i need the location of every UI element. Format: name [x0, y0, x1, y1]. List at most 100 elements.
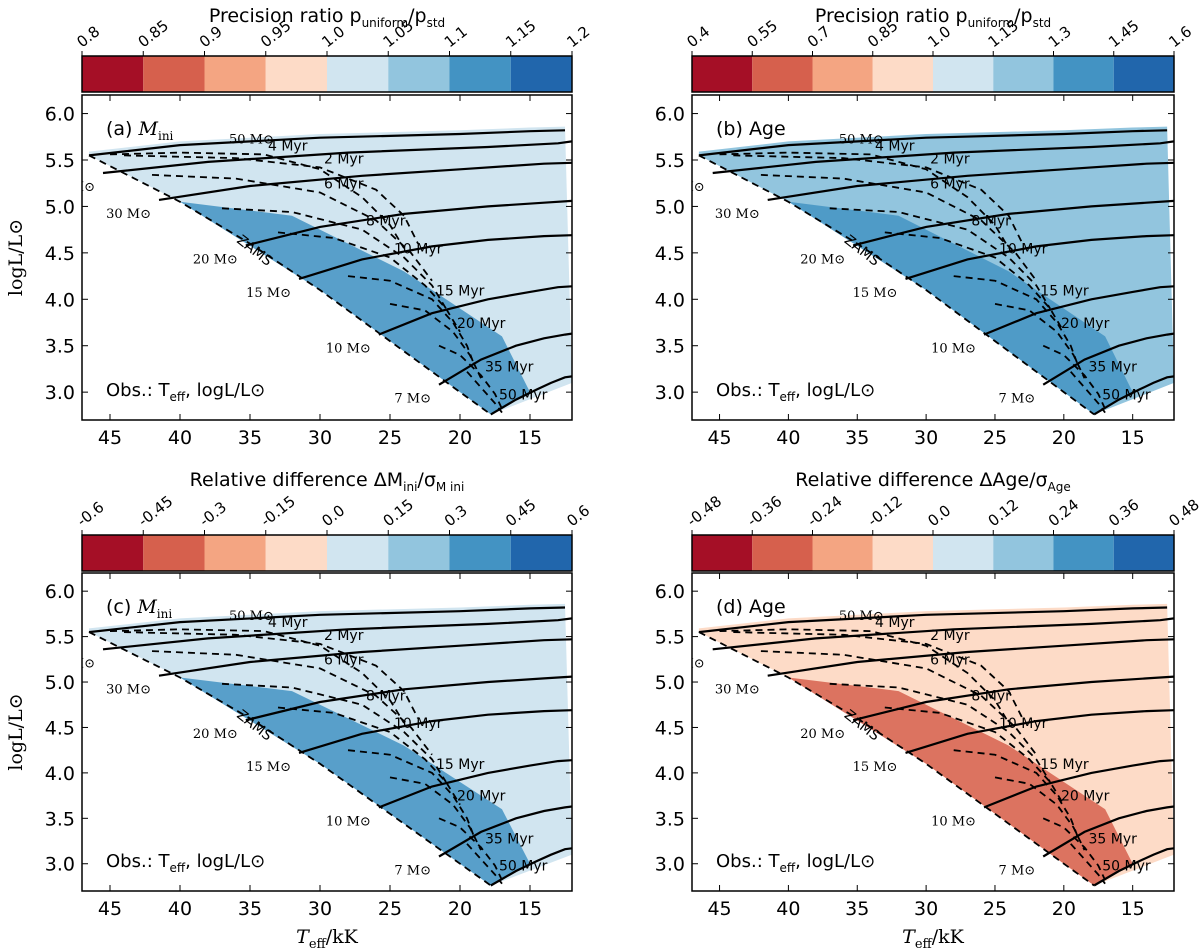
isochrone — [884, 231, 1065, 333]
x-tick-label: 40 — [168, 898, 192, 920]
colorbar-swatch — [692, 535, 753, 571]
x-tick-label: 25 — [378, 898, 402, 920]
y-tick-label: 4.5 — [655, 243, 685, 265]
isochrone-label: 15 Myr — [436, 757, 485, 773]
mass-track-label: 40 M⊙ — [660, 180, 705, 195]
y-tick-label: 5.0 — [655, 196, 685, 218]
mass-track — [698, 129, 1168, 157]
isochrone-label: 4 Myr — [875, 615, 915, 631]
isochrone-label: 20 Myr — [1061, 789, 1110, 805]
y-axis-label: logL/L⊙ — [5, 219, 27, 296]
isochrone-label: 15 Myr — [436, 283, 485, 299]
y-tick-label: 4.0 — [45, 289, 75, 311]
mass-track — [1093, 375, 1174, 416]
colorbar-title: Precision ratio puniform/pstd — [815, 5, 1051, 30]
mass-track — [1093, 847, 1174, 887]
colorbar-tick-label: -0.36 — [744, 492, 786, 530]
x-tick-label: 20 — [1052, 898, 1076, 920]
isochrone — [347, 749, 475, 837]
colorbar-tick-label: -0.12 — [864, 492, 906, 530]
colorbar-tick-label: 0.45 — [502, 495, 539, 530]
mass-track-label: 15 M⊙ — [246, 760, 291, 775]
heat-band — [788, 677, 1133, 886]
isochrone-label: 15 Myr — [1040, 283, 1089, 299]
mass-track-label: 50 M⊙ — [229, 132, 274, 147]
isochrone-label: 4 Myr — [875, 138, 915, 154]
y-tick-label: 3.5 — [655, 336, 685, 358]
colorbar-swatch — [1113, 535, 1174, 571]
mass-track-label: 15 M⊙ — [853, 760, 898, 775]
y-tick-label: 3.5 — [45, 336, 75, 358]
isochrone-label: 50 Myr — [1102, 859, 1151, 875]
colorbar-tick-label: 1.15 — [502, 16, 539, 51]
x-tick-label: 15 — [518, 898, 542, 920]
x-tick-label: 30 — [914, 427, 938, 449]
colorbar-swatch — [388, 56, 450, 92]
isochrone — [719, 628, 1010, 724]
zams-line — [698, 154, 1095, 416]
mass-track — [102, 140, 572, 175]
panel-label: (d) Age — [716, 596, 786, 618]
isochrone — [438, 344, 503, 410]
y-tick-label: 6.0 — [655, 104, 685, 126]
y-tick-label: 4.0 — [655, 289, 685, 311]
mass-track — [378, 285, 572, 336]
colorbar-swatch — [1113, 56, 1174, 92]
colorbar-swatch — [143, 56, 205, 92]
isochrone — [733, 631, 1024, 719]
mass-track — [905, 234, 1174, 280]
x-tick-label: 35 — [238, 427, 262, 449]
x-tick-label: 35 — [238, 898, 262, 920]
isochrone — [109, 628, 405, 724]
mass-track — [712, 140, 1174, 175]
colorbar-title: Relative difference ΔMini/σM ini — [190, 469, 465, 494]
y-tick-label: 5.0 — [45, 672, 75, 694]
y-tick-label: 6.0 — [45, 581, 75, 603]
colorbar-tick-label: 0.4 — [683, 22, 713, 51]
mass-track — [245, 675, 572, 722]
colorbar-tick-label: 0.36 — [1105, 495, 1142, 530]
isochrone-label: 10 Myr — [394, 716, 443, 732]
colorbar-swatch — [752, 535, 813, 571]
mass-track-label: 30 M⊙ — [106, 683, 151, 698]
isochrone — [953, 275, 1079, 365]
isochrone-label: 20 Myr — [457, 789, 506, 805]
isochrone — [1042, 344, 1106, 410]
isochrone — [123, 154, 419, 245]
colorbar-swatch — [204, 56, 266, 92]
mass-track-label: 20 M⊙ — [193, 252, 238, 267]
y-tick-label: 4.5 — [655, 717, 685, 739]
x-tick-label: 25 — [983, 427, 1007, 449]
colorbar-tick-label: 0.85 — [135, 16, 172, 51]
isochrone-label: 6 Myr — [930, 177, 970, 193]
colorbar-swatch — [510, 535, 572, 571]
isochrone-label: 8 Myr — [971, 689, 1011, 705]
y-tick-label: 6.0 — [45, 104, 75, 126]
isochrone-label: 35 Myr — [485, 831, 534, 847]
colorbar-tick-label: -0.48 — [683, 492, 725, 530]
colorbar-swatch — [812, 56, 873, 92]
mass-track — [983, 759, 1174, 809]
mass-track — [158, 161, 572, 201]
mass-track-label: 10 M⊙ — [326, 814, 371, 829]
colorbar-swatch — [510, 56, 572, 92]
colorbar-tick-label: -0.45 — [135, 492, 177, 530]
colorbar-swatch — [993, 56, 1054, 92]
colorbar-swatch — [204, 535, 266, 571]
colorbar-tick-label: 0.3 — [441, 501, 471, 530]
mass-track-label: 30 M⊙ — [715, 207, 760, 222]
mass-track — [378, 759, 572, 809]
x-tick-label: 25 — [378, 427, 402, 449]
y-tick-label: 3.0 — [655, 382, 685, 404]
y-axis-label: logL/L⊙ — [5, 693, 27, 770]
isochrone-label: 2 Myr — [324, 628, 364, 644]
x-tick-label: 35 — [845, 898, 869, 920]
colorbar-tick-label: 0.24 — [1045, 495, 1082, 530]
colorbar-swatch — [449, 56, 511, 92]
isochrone — [389, 303, 482, 379]
y-tick-label: 4.0 — [45, 763, 75, 785]
isochrone-label: 50 Myr — [1102, 387, 1151, 403]
mass-track-label: 7 M⊙ — [999, 863, 1036, 878]
axes-frame — [691, 94, 1175, 421]
colorbar-tick-label: 0.48 — [1165, 495, 1200, 530]
